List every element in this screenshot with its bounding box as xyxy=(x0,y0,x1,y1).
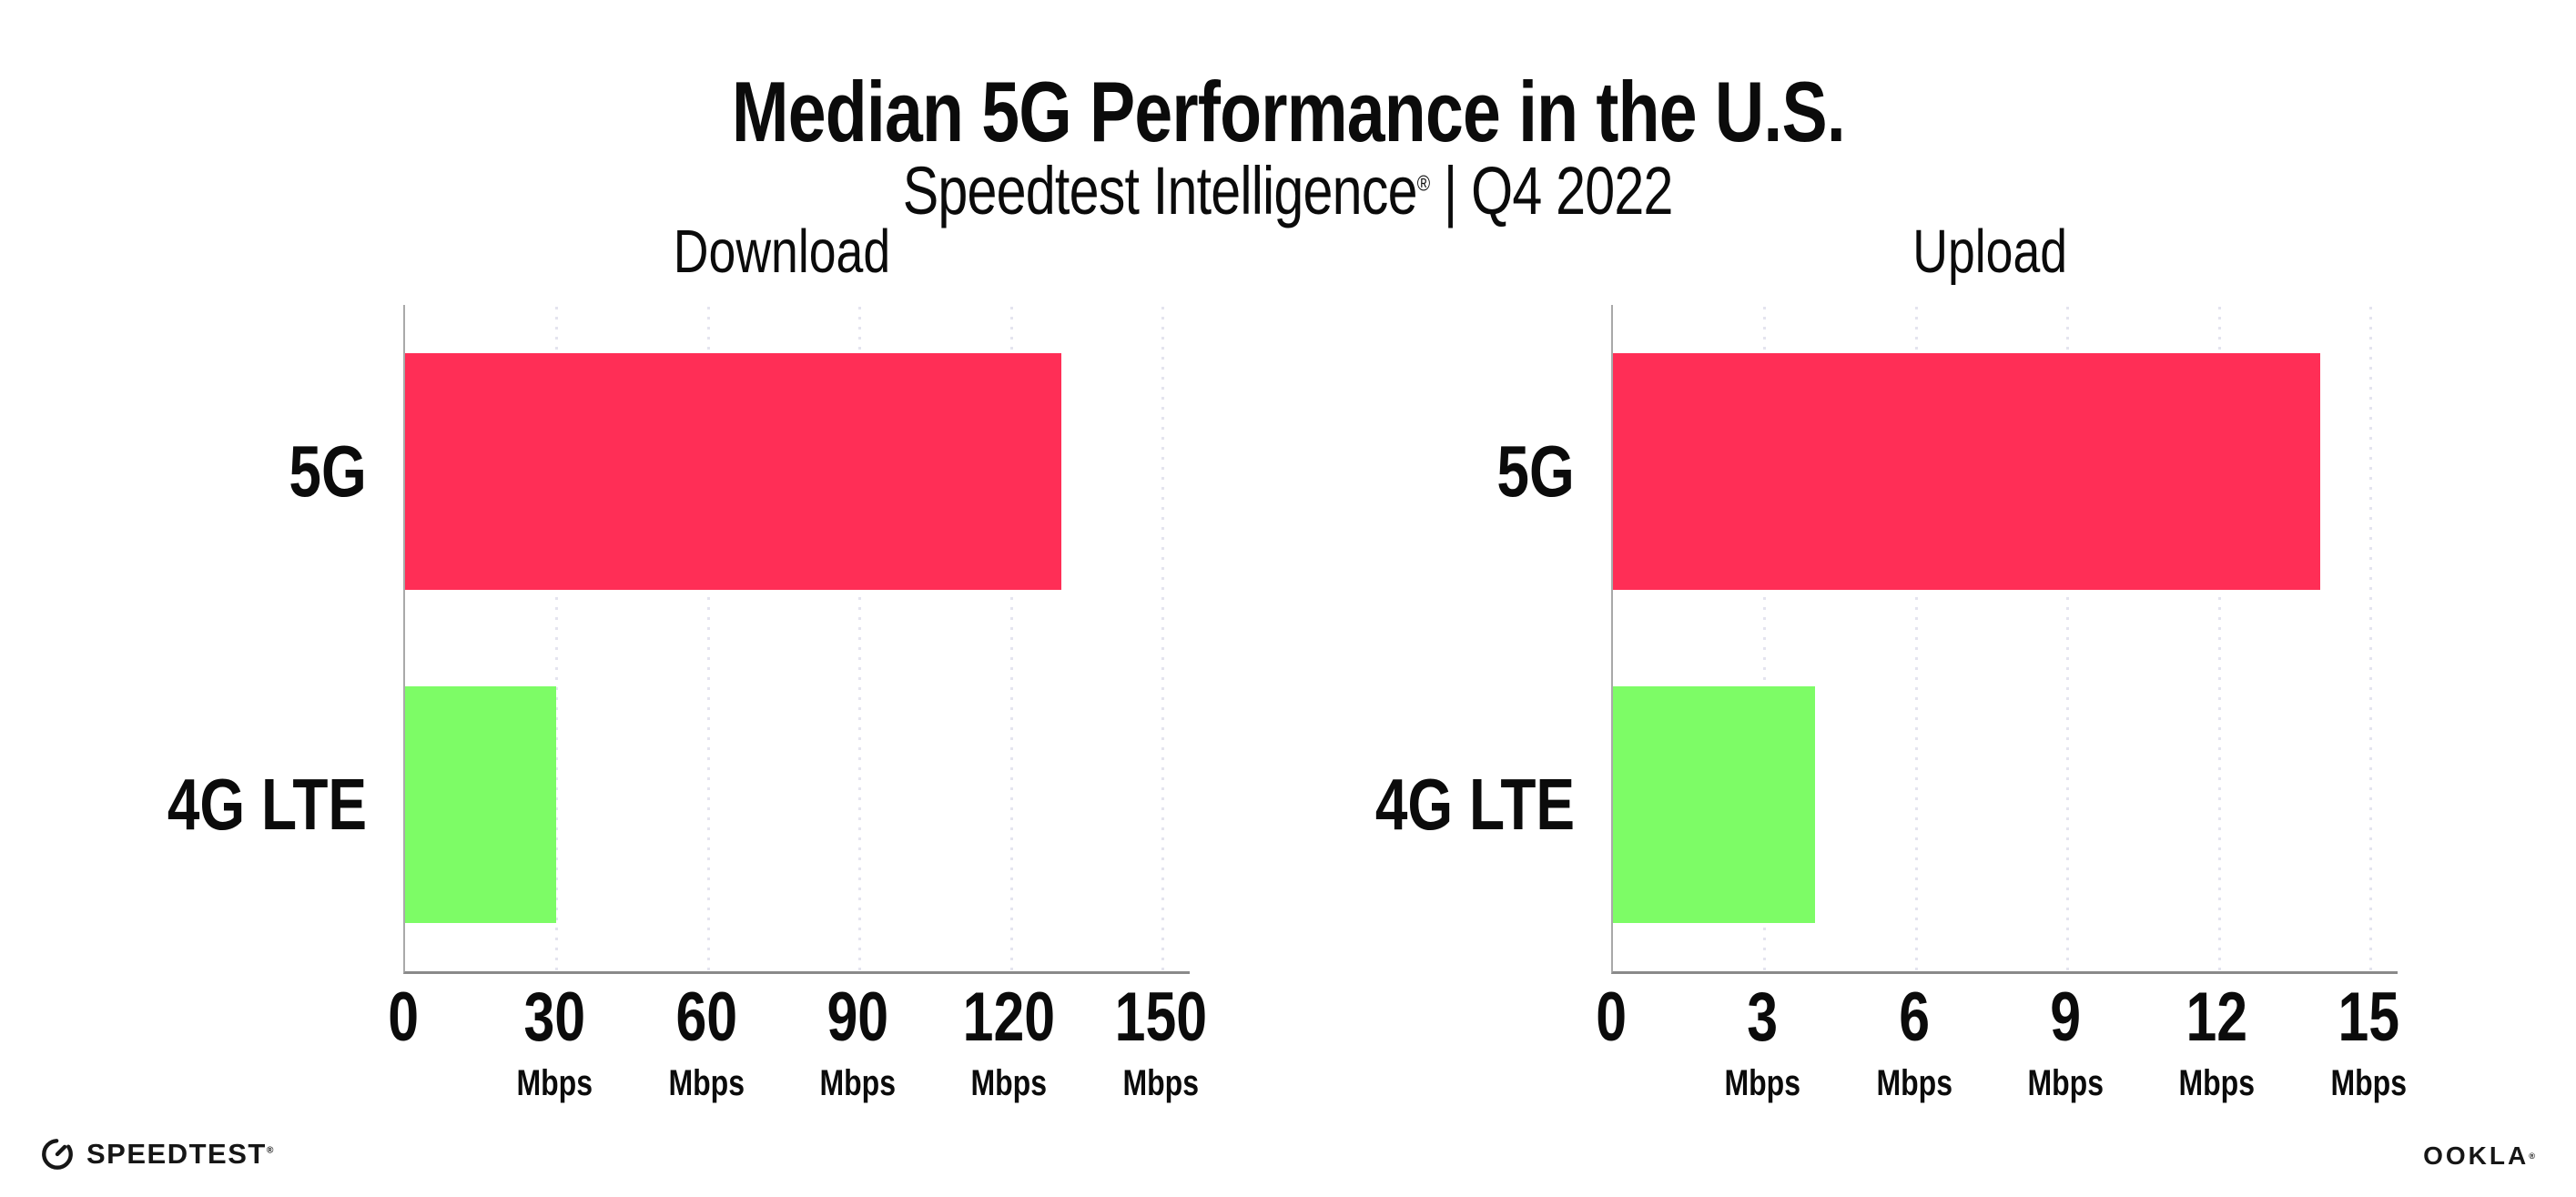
bar-5g xyxy=(1613,353,2320,590)
registered-mark-icon: ® xyxy=(1416,171,1430,197)
ookla-logo: OOKLA ® xyxy=(2423,1141,2538,1171)
bar-4g-lte xyxy=(1613,686,1815,923)
x-tick-90: 90 Mbps xyxy=(785,983,930,1103)
speedtest-trademark: ® xyxy=(266,1145,275,1156)
subtitle-brand: Speedtest Intelligence xyxy=(903,153,1418,229)
download-x-axis-ticks: 0 30 Mbps 60 Mbps 90 Mbps 120 Mbps 150 Mbps xyxy=(388,983,1207,1103)
x-tick-unit: Mbps xyxy=(1724,1063,1801,1103)
gridline-9-mbps xyxy=(2066,307,2070,971)
gridline-90-mbps xyxy=(858,307,862,971)
category-label-4g-lte: 4G LTE xyxy=(167,764,367,845)
gridline-15-mbps xyxy=(2369,307,2372,971)
gridline-3-mbps xyxy=(1763,307,1767,971)
ookla-logo-text: OOKLA xyxy=(2423,1141,2530,1170)
x-tick-unit: Mbps xyxy=(970,1063,1048,1103)
category-label-5g: 5G xyxy=(1496,431,1575,512)
gridline-120-mbps xyxy=(1009,307,1013,971)
ookla-trademark: ® xyxy=(2529,1151,2538,1161)
category-label-4g-lte: 4G LTE xyxy=(1374,764,1575,845)
x-tick-unit: Mbps xyxy=(668,1063,745,1103)
speedtest-gauge-icon xyxy=(42,1139,73,1170)
download-plot-area xyxy=(403,305,1190,974)
x-tick-150: 150 Mbps xyxy=(1088,983,1233,1103)
page-title-text: Median 5G Performance in the U.S. xyxy=(731,63,1845,159)
upload-chart-title: Upload xyxy=(1912,218,2067,286)
bar-4g-lte xyxy=(405,686,557,923)
upload-x-axis-ticks: 0 3 Mbps 6 Mbps 9 Mbps 12 Mbps 15 Mbps xyxy=(1596,983,2407,1103)
speedtest-logo-text: SPEEDTEST® xyxy=(86,1138,275,1170)
page-subtitle-text: Speedtest Intelligence® | Q4 2022 xyxy=(903,153,1674,229)
x-tick-unit: Mbps xyxy=(516,1063,593,1103)
x-tick-unit: Mbps xyxy=(819,1063,896,1103)
gridline-60-mbps xyxy=(706,307,710,971)
x-tick-9: 9 Mbps xyxy=(1993,983,2138,1103)
x-tick-12: 12 Mbps xyxy=(2145,983,2290,1103)
x-tick-15: 15 Mbps xyxy=(2296,983,2441,1103)
x-tick-3: 3 Mbps xyxy=(1689,983,1835,1103)
x-tick-0: 0 xyxy=(1596,979,1627,1056)
x-tick-unit: Mbps xyxy=(1876,1063,1952,1103)
upload-plot-area xyxy=(1611,305,2398,974)
x-tick-0: 0 xyxy=(388,979,419,1056)
page-title: Median 5G Performance in the U.S. xyxy=(0,68,2576,156)
download-category-axis: 5G 4G LTE xyxy=(55,305,367,971)
x-tick-6: 6 Mbps xyxy=(1841,983,1987,1103)
bar-5g xyxy=(405,353,1062,590)
subtitle-period: | Q4 2022 xyxy=(1429,153,1674,229)
gridline-12-mbps xyxy=(2217,307,2221,971)
x-tick-unit: Mbps xyxy=(2027,1063,2104,1103)
category-label-5g: 5G xyxy=(289,431,367,512)
x-tick-60: 60 Mbps xyxy=(634,983,779,1103)
upload-category-axis: 5G 4G LTE xyxy=(1263,305,1575,971)
gridline-30-mbps xyxy=(555,307,559,971)
x-tick-30: 30 Mbps xyxy=(482,983,627,1103)
page-subtitle: Speedtest Intelligence® | Q4 2022 xyxy=(0,156,2576,227)
x-tick-unit: Mbps xyxy=(2330,1063,2407,1103)
speedtest-logo: SPEEDTEST® xyxy=(40,1137,275,1172)
x-tick-unit: Mbps xyxy=(1122,1063,1199,1103)
gridline-150-mbps xyxy=(1161,307,1164,971)
x-tick-120: 120 Mbps xyxy=(937,983,1082,1103)
gridline-6-mbps xyxy=(1914,307,1918,971)
x-tick-unit: Mbps xyxy=(2178,1063,2256,1103)
download-chart-title: Download xyxy=(673,218,891,286)
